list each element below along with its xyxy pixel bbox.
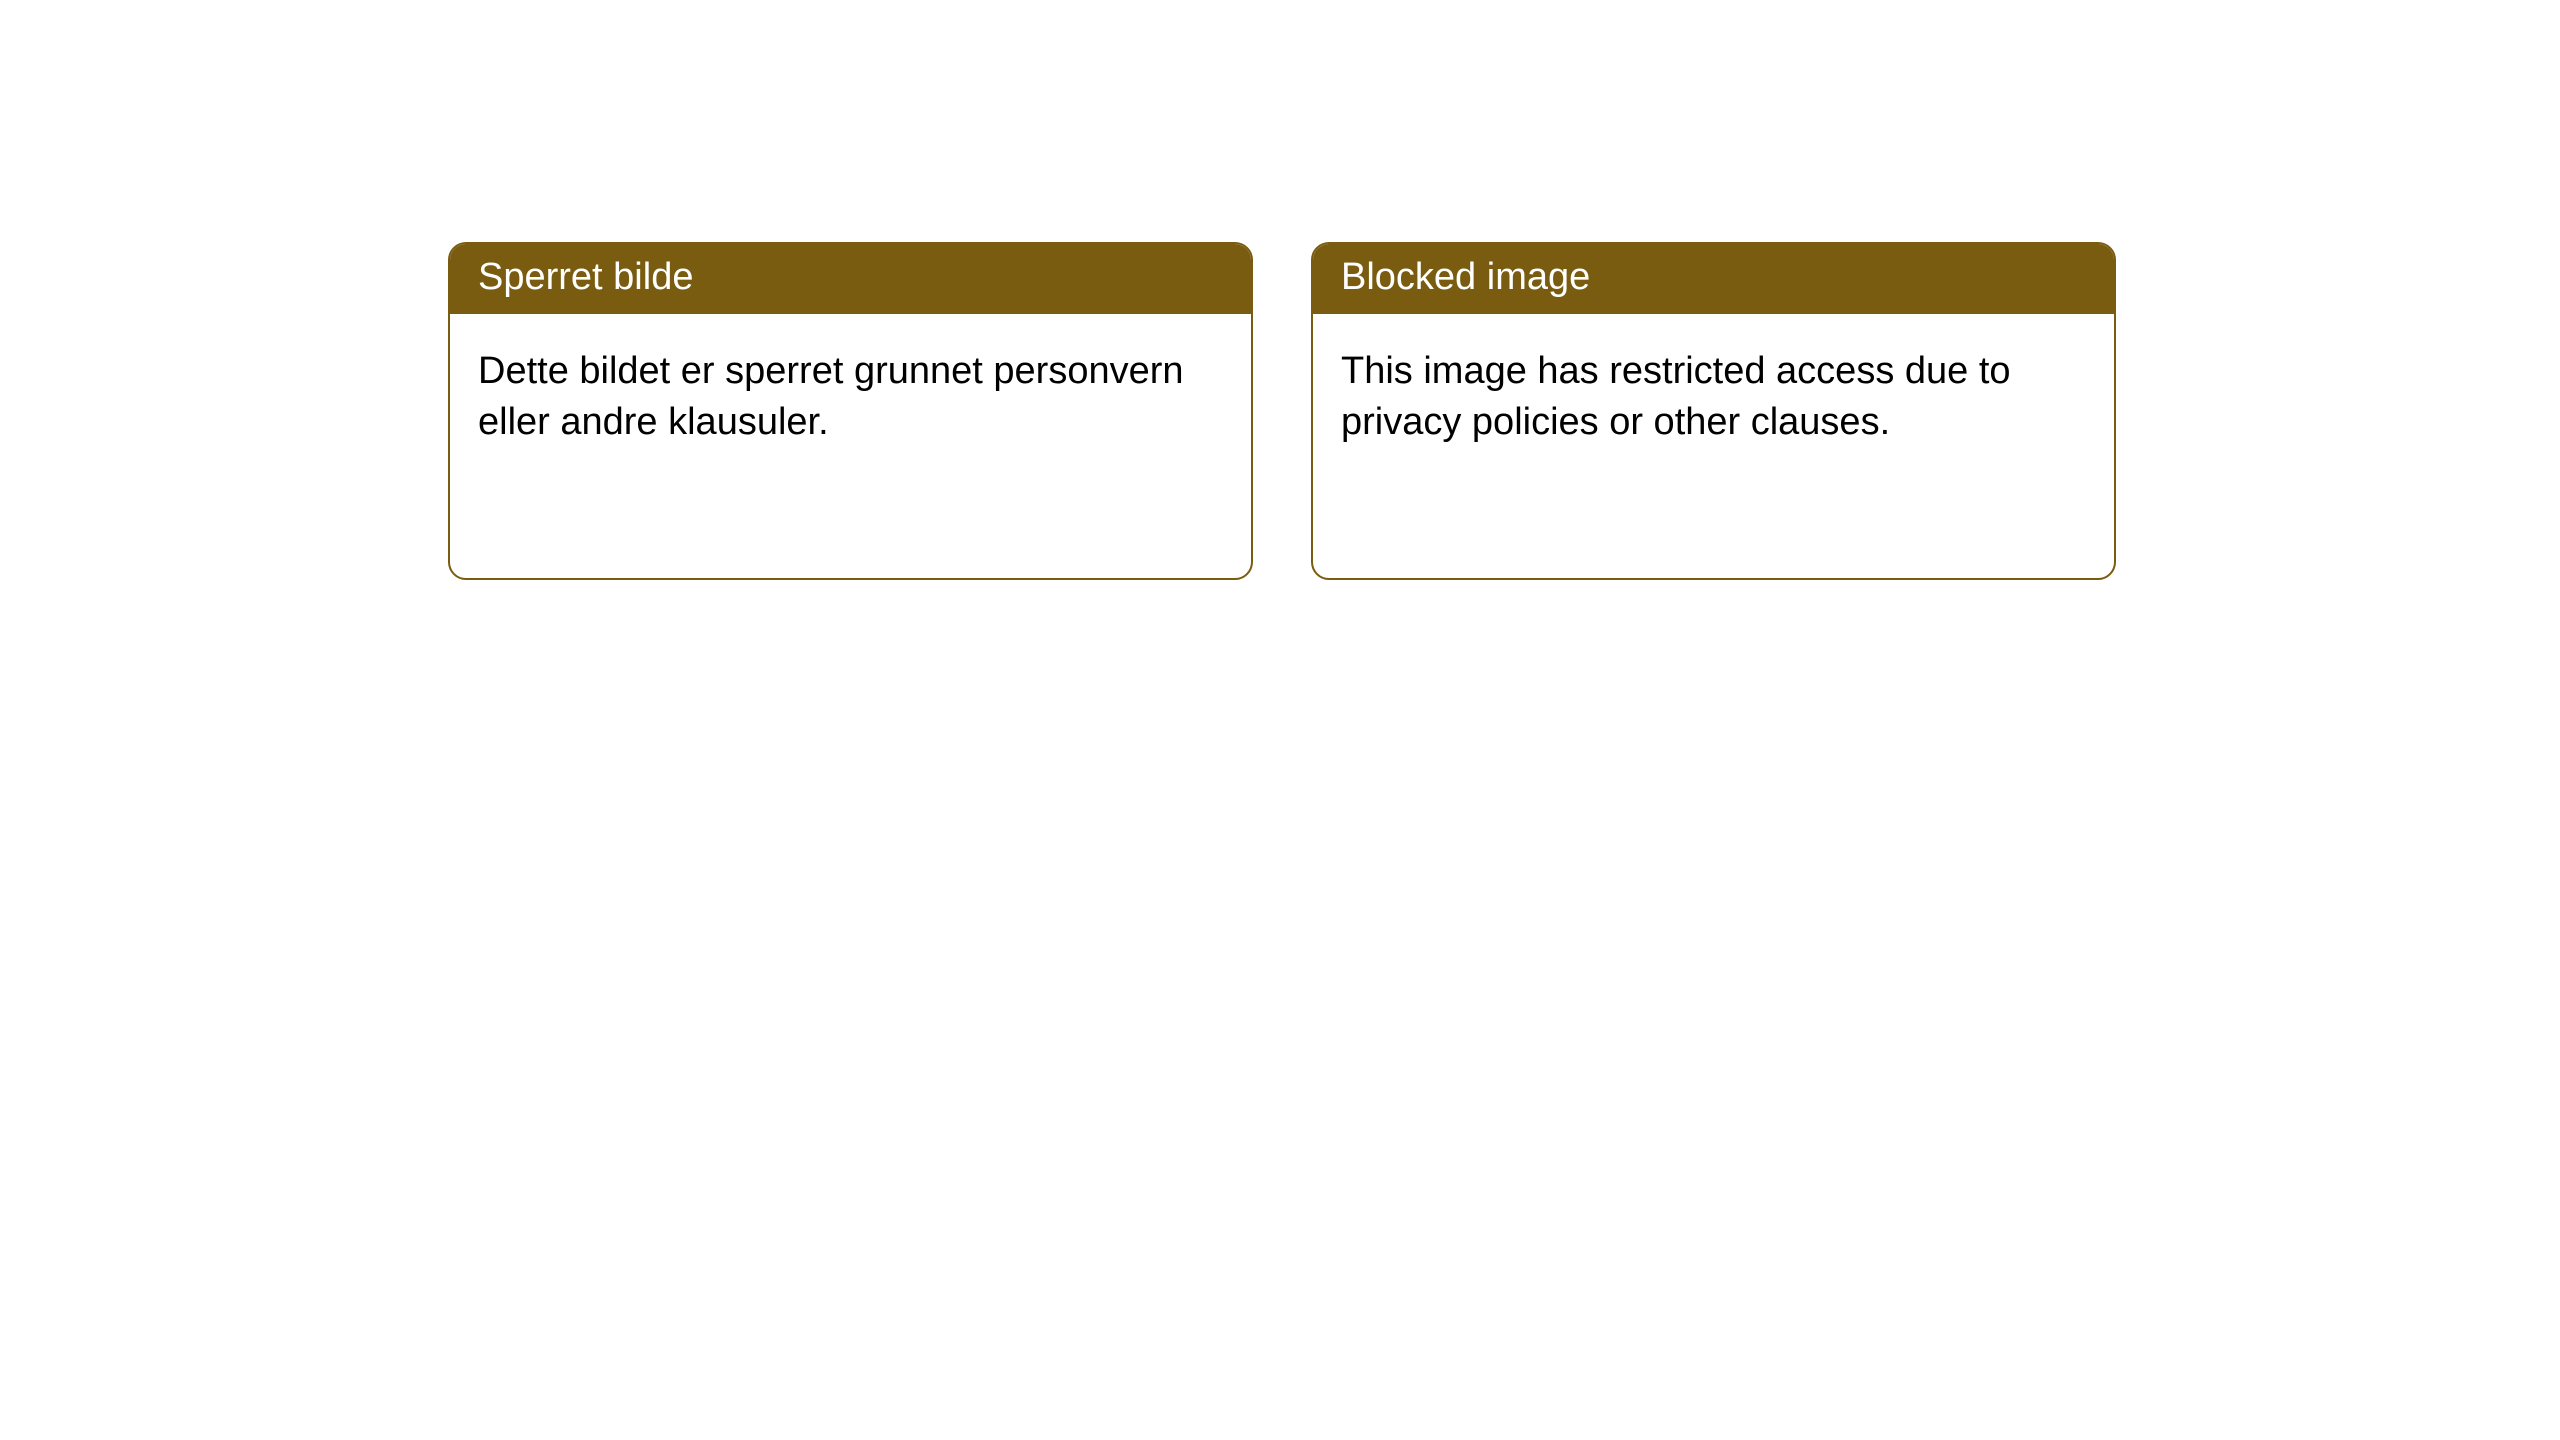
notice-card-message: Dette bildet er sperret grunnet personve…: [450, 314, 1251, 481]
notice-card-message: This image has restricted access due to …: [1313, 314, 2114, 481]
notice-card-english: Blocked image This image has restricted …: [1311, 242, 2116, 580]
notice-card-title: Blocked image: [1313, 244, 2114, 314]
notice-card-title: Sperret bilde: [450, 244, 1251, 314]
notice-card-norwegian: Sperret bilde Dette bildet er sperret gr…: [448, 242, 1253, 580]
notice-container: Sperret bilde Dette bildet er sperret gr…: [0, 0, 2560, 580]
